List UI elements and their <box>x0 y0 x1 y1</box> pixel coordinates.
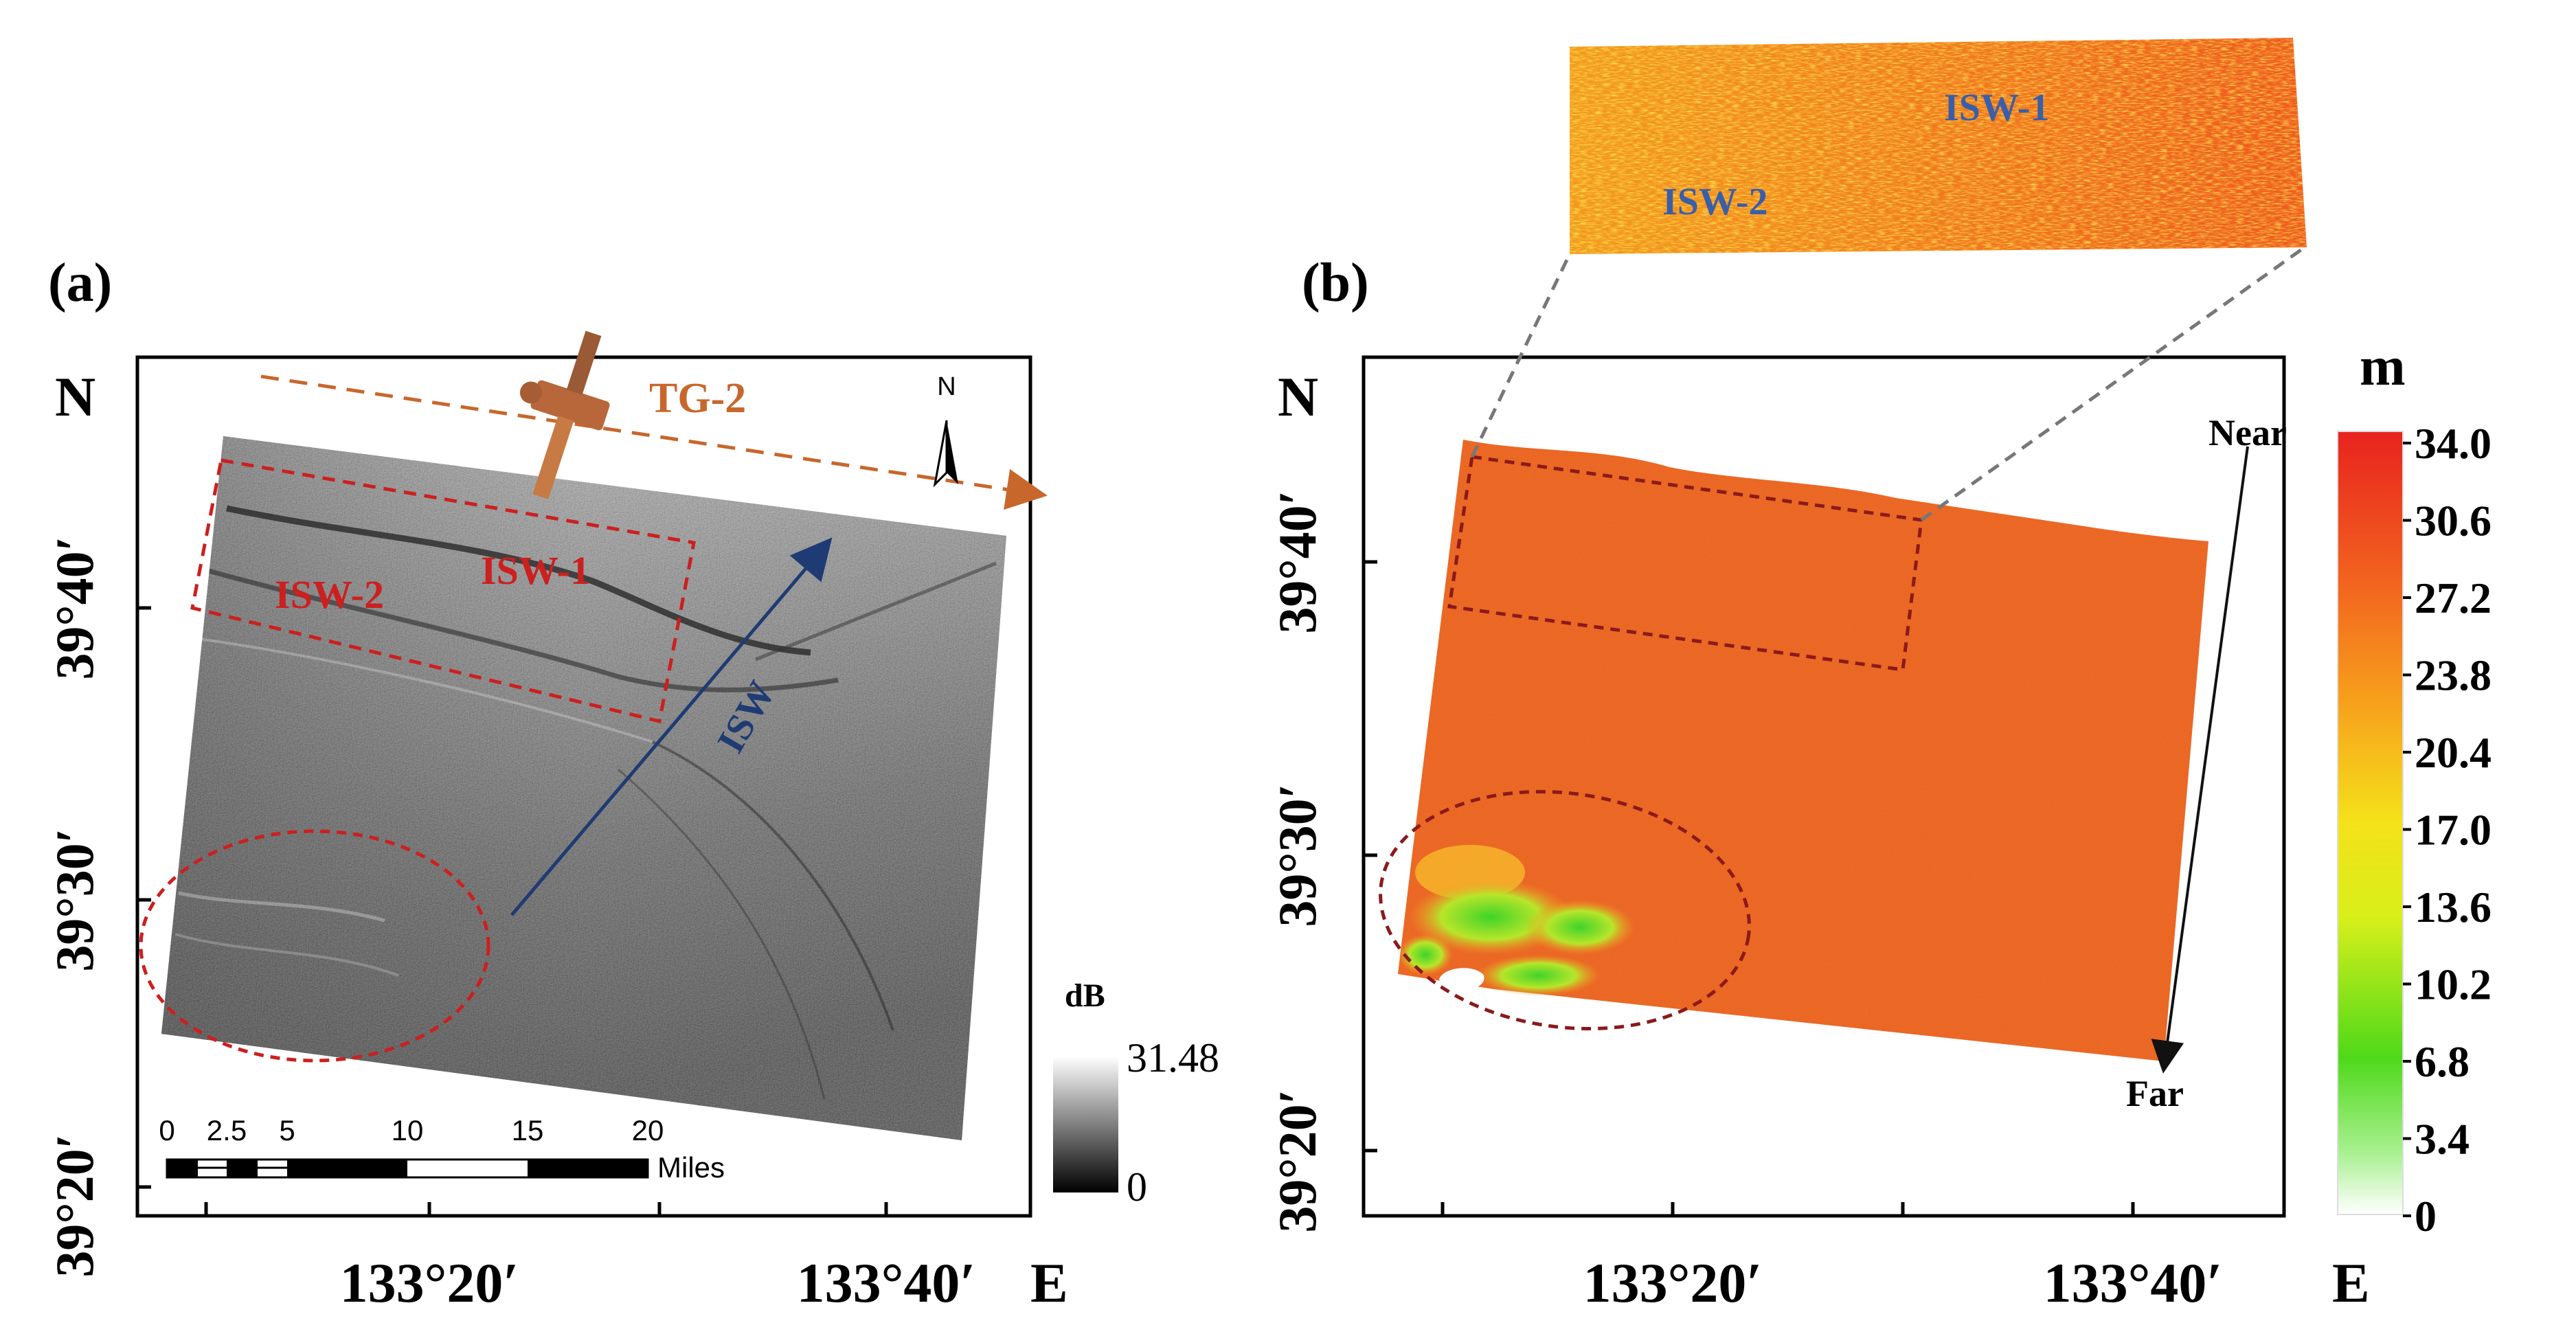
north-arrow-icon: N <box>933 372 958 488</box>
depth-colorbar-tick-label: 34.0 <box>2415 419 2492 468</box>
sar-image <box>161 436 1006 1140</box>
panel-b-east-label: E <box>2332 1252 2370 1314</box>
panel-b-lon-tick: 133°20′ <box>1583 1252 1763 1314</box>
depth-colorbar-tick-label: 10.2 <box>2415 960 2492 1009</box>
svg-text:5: 5 <box>279 1114 295 1146</box>
panel-b-shallow-region-ellipse <box>1379 790 1751 1030</box>
depth-colorbar-tick-label: 13.6 <box>2415 883 2492 931</box>
depth-colorbar-tick-label: 17.0 <box>2415 806 2492 855</box>
panel-a-lon-tick: 133°20′ <box>340 1252 519 1314</box>
depth-colorbar-tick-label: 0 <box>2415 1192 2437 1241</box>
range-near-label: Near <box>2208 412 2287 453</box>
panel-a-lon-tick: 133°40′ <box>797 1252 976 1314</box>
isw-2-label: ISW-2 <box>275 572 384 617</box>
depth-colorbar-tick-label: 3.4 <box>2415 1115 2470 1164</box>
panel-b-lat-tick: 39°30′ <box>1267 783 1327 927</box>
shallow-region-ellipse <box>139 829 490 1063</box>
panel-a-lat-tick: 39°30′ <box>45 828 104 971</box>
svg-text:m: m <box>2360 337 2406 397</box>
panel-b-frame <box>1362 355 2286 1218</box>
panel-a-lat-tick: 39°40′ <box>45 536 104 679</box>
svg-text:dB: dB <box>1065 977 1105 1014</box>
isw-zoom-inset: ISW-1 ISW-2 <box>1570 38 2307 254</box>
panel-b-isw-region-box <box>1447 455 1923 672</box>
svg-text:10: 10 <box>392 1114 424 1146</box>
panel-a-north-label: N <box>55 365 95 428</box>
panel-a-label: (a) <box>48 253 112 313</box>
depth-colorbar-tick-label: 30.6 <box>2415 497 2492 545</box>
depth-colorbar-tick-label: 20.4 <box>2415 728 2492 777</box>
depth-colorbar-tick-label: 27.2 <box>2415 574 2492 622</box>
range-far-label: Far <box>2126 1073 2184 1114</box>
satellite-track-arrow <box>260 374 1048 510</box>
svg-text:15: 15 <box>512 1114 544 1146</box>
panel-b-lat-tick: 39°40′ <box>1267 490 1327 633</box>
svg-text:0: 0 <box>159 1114 174 1146</box>
isw-1-label: ISW-1 <box>481 548 590 593</box>
panel-b: (b) N 39°40′ 39°30′ 39°2 <box>1267 38 2492 1314</box>
range-direction-arrow <box>2151 446 2249 1074</box>
satellite-icon <box>519 330 610 499</box>
depth-colorbar: m 34.0 30.6 27.2 23.8 20.4 17.0 13.6 10.2 6.8 3.4… <box>2337 337 2492 1241</box>
panel-b-north-label: N <box>1278 365 1318 428</box>
panel-b-lat-axis <box>1364 560 1377 1153</box>
isw-propagation-arrow <box>510 537 833 916</box>
inset-connector-left <box>1470 253 1572 458</box>
scale-bar: 0 2.5 5 10 15 20 Miles <box>159 1114 725 1184</box>
svg-text:2.5: 2.5 <box>207 1114 247 1146</box>
panel-a-lon-axis <box>204 1202 888 1216</box>
svg-text:20: 20 <box>632 1114 664 1146</box>
panel-a-east-label: E <box>1030 1252 1068 1314</box>
db-colorbar: dB 31.48 0 <box>1053 977 1219 1210</box>
svg-text:0: 0 <box>1127 1164 1147 1210</box>
panel-a-lat-axis <box>137 606 151 1189</box>
satellite-label: TG-2 <box>649 375 746 422</box>
panel-a-lat-tick: 39°20′ <box>45 1133 104 1277</box>
depth-colorbar-tick-label: 23.8 <box>2415 651 2492 700</box>
panel-b-lat-tick: 39°20′ <box>1267 1089 1327 1232</box>
inset-isw-2-label: ISW-2 <box>1662 181 1768 223</box>
panel-b-lon-axis <box>1440 1202 2135 1216</box>
panel-a: (a) <box>45 253 1219 1314</box>
depth-colorbar-tick-label: 6.8 <box>2415 1037 2470 1086</box>
svg-text:N: N <box>937 372 956 401</box>
inset-connector-right <box>1920 245 2306 522</box>
svg-text:Miles: Miles <box>657 1151 725 1184</box>
panel-b-lon-tick: 133°40′ <box>2044 1252 2223 1314</box>
panel-b-label: (b) <box>1302 253 1369 313</box>
isw-region-box <box>190 458 696 724</box>
bathymetry-map <box>1398 440 2208 1061</box>
inset-isw-1-label: ISW-1 <box>1944 87 2050 129</box>
svg-text:31.48: 31.48 <box>1127 1035 1219 1081</box>
